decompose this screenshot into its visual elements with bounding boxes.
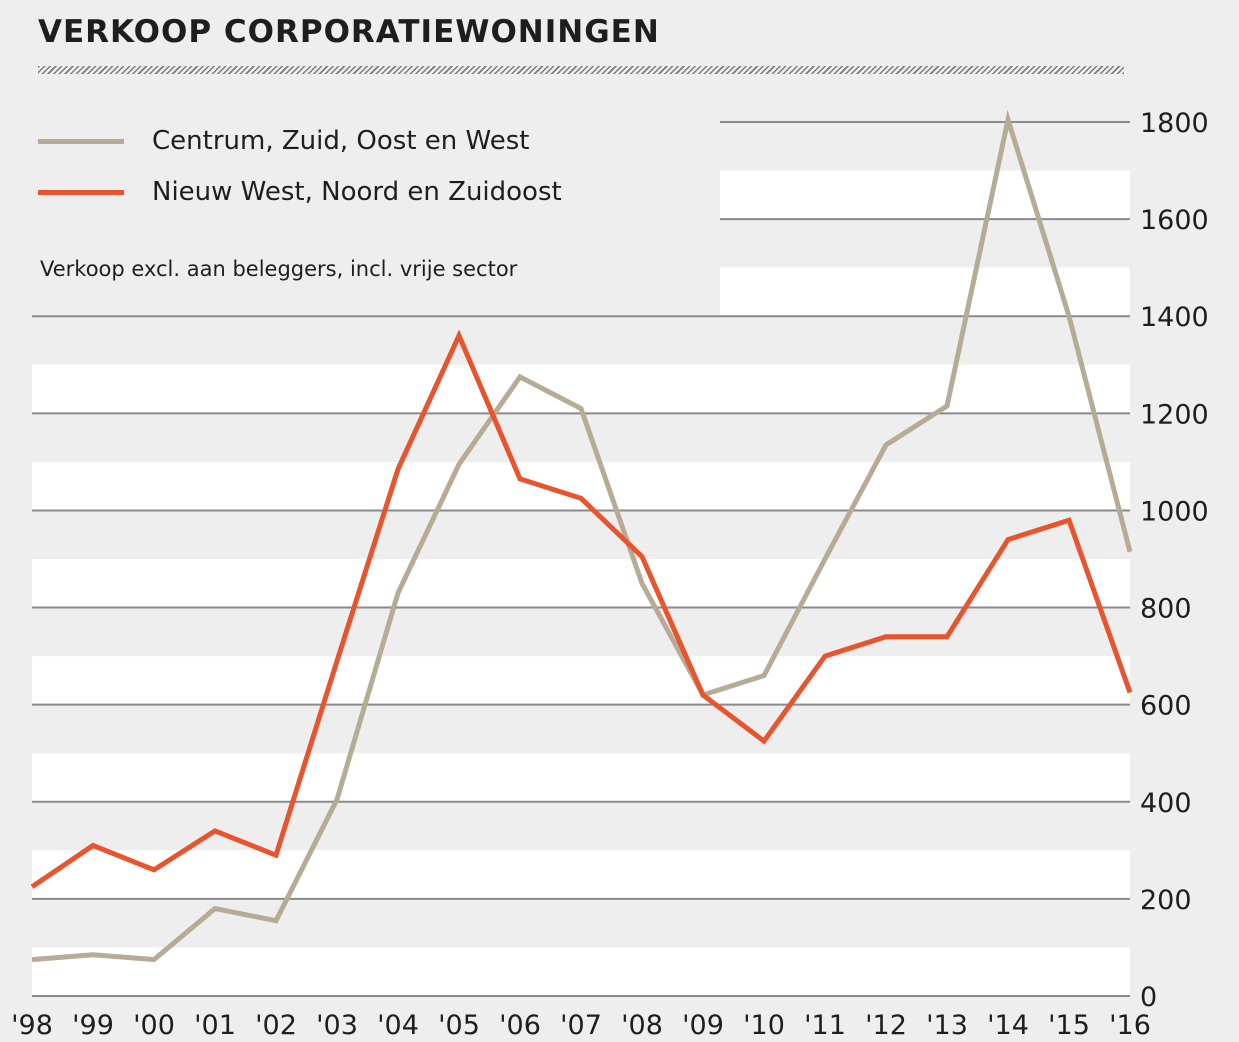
x-tick-label: '08 bbox=[621, 1010, 663, 1041]
band bbox=[32, 850, 1130, 899]
x-tick-label: '12 bbox=[865, 1010, 907, 1041]
x-tick-label: '10 bbox=[743, 1010, 785, 1041]
series-line-1 bbox=[30, 329, 1133, 889]
x-axis-ticks: '98 '99 '00 '01 '02 '03 '04 '05 '06 '07 '08 '09 '10 '… bbox=[11, 1010, 1151, 1041]
legend-label: Nieuw West, Noord en Zuidoost bbox=[152, 177, 562, 207]
x-tick-label: '98 bbox=[11, 1010, 53, 1041]
y-tick-label: 0 bbox=[1140, 982, 1157, 1013]
y-tick-label: 1400 bbox=[1140, 302, 1209, 333]
y-tick-label: 800 bbox=[1140, 594, 1192, 625]
x-tick-label: '09 bbox=[682, 1010, 724, 1041]
series-line-0 bbox=[31, 109, 1133, 963]
band bbox=[32, 559, 1130, 608]
title-divider bbox=[38, 66, 1124, 74]
band bbox=[32, 753, 1130, 802]
x-tick-label: '15 bbox=[1048, 1010, 1090, 1041]
x-tick-label: '03 bbox=[316, 1010, 358, 1041]
x-tick-label: '01 bbox=[194, 1010, 236, 1041]
x-tick-label: '04 bbox=[377, 1010, 419, 1041]
series-lines bbox=[30, 109, 1133, 963]
legend-label: Centrum, Zuid, Oost en West bbox=[152, 126, 530, 156]
x-tick-label: '13 bbox=[926, 1010, 968, 1041]
band bbox=[32, 461, 1130, 511]
y-tick-label: 1000 bbox=[1140, 496, 1209, 527]
y-tick-label: 1800 bbox=[1140, 108, 1209, 139]
y-tick-label: 1600 bbox=[1140, 205, 1209, 236]
chart-title: VERKOOP CORPORATIEWONINGEN bbox=[38, 14, 660, 50]
band bbox=[32, 656, 1130, 705]
y-axis-ticks: 0 200 400 600 800 1000 1200 1400 1600 1800 bbox=[1140, 108, 1209, 1013]
legend-item-centrum: Centrum, Zuid, Oost en West bbox=[38, 126, 529, 156]
y-tick-label: 400 bbox=[1140, 788, 1192, 819]
band bbox=[32, 947, 1130, 996]
y-tick-label: 1200 bbox=[1140, 399, 1209, 430]
chart-annotation: Verkoop excl. aan beleggers, incl. vrije… bbox=[40, 257, 518, 281]
band bbox=[720, 170, 1130, 220]
x-tick-label: '99 bbox=[72, 1010, 114, 1041]
x-tick-label: '05 bbox=[438, 1010, 480, 1041]
y-tick-label: 600 bbox=[1140, 691, 1192, 722]
legend-swatch bbox=[38, 138, 124, 144]
gridlines bbox=[32, 121, 1130, 997]
y-tick-label: 200 bbox=[1140, 885, 1192, 916]
x-tick-label: '06 bbox=[499, 1010, 541, 1041]
x-tick-label: '02 bbox=[255, 1010, 297, 1041]
background-bands bbox=[32, 170, 1130, 996]
x-tick-label: '00 bbox=[133, 1010, 175, 1041]
x-tick-label: '07 bbox=[560, 1010, 602, 1041]
x-tick-label: '11 bbox=[804, 1010, 846, 1041]
legend-swatch bbox=[38, 189, 124, 195]
legend-item-nieuw-west: Nieuw West, Noord en Zuidoost bbox=[38, 177, 562, 207]
x-tick-label: '14 bbox=[987, 1010, 1029, 1041]
x-tick-label: '16 bbox=[1109, 1010, 1151, 1041]
